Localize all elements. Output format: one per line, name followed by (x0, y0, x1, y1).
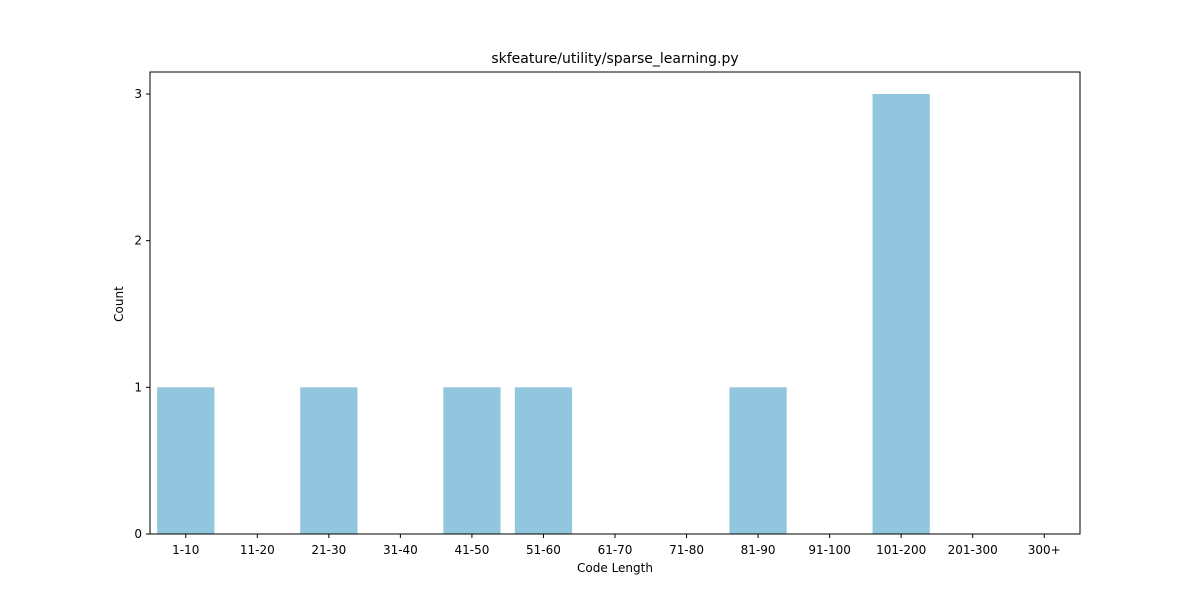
y-tick-label: 1 (134, 380, 142, 394)
y-axis-ticks: 0 1 2 3 (134, 87, 150, 541)
x-tick-label: 11-20 (240, 543, 275, 557)
bar-41-50 (443, 387, 501, 534)
bar-81-90 (729, 387, 787, 534)
bar-51-60 (514, 387, 573, 534)
x-tick-label: 41-50 (454, 543, 489, 557)
bars-group (157, 94, 930, 534)
x-tick-label: 51-60 (526, 543, 561, 557)
x-axis-ticks: 1-10 11-20 21-30 31-40 41-50 51-60 61-70 71-80 8… (172, 534, 1061, 557)
x-tick-label: 61-70 (598, 543, 633, 557)
bar-101-200 (872, 94, 930, 534)
x-tick-label: 300+ (1028, 543, 1061, 557)
x-tick-label: 21-30 (311, 543, 346, 557)
x-tick-label: 1-10 (172, 543, 199, 557)
x-tick-label: 81-90 (741, 543, 776, 557)
x-tick-label: 31-40 (383, 543, 418, 557)
y-tick-label: 0 (134, 527, 142, 541)
x-tick-label: 71-80 (669, 543, 704, 557)
x-tick-label: 101-200 (876, 543, 926, 557)
bar-1-10 (157, 387, 215, 534)
y-tick-label: 2 (134, 234, 142, 248)
plot-frame (149, 71, 1081, 535)
y-axis-label: Count (112, 286, 126, 322)
x-axis-label: Code Length (577, 561, 653, 575)
bar-21-30 (300, 387, 358, 534)
chart-title: skfeature/utility/sparse_learning.py (491, 51, 738, 67)
x-tick-label: 201-300 (948, 543, 998, 557)
x-tick-label: 91-100 (808, 543, 851, 557)
y-tick-label: 3 (134, 87, 142, 101)
